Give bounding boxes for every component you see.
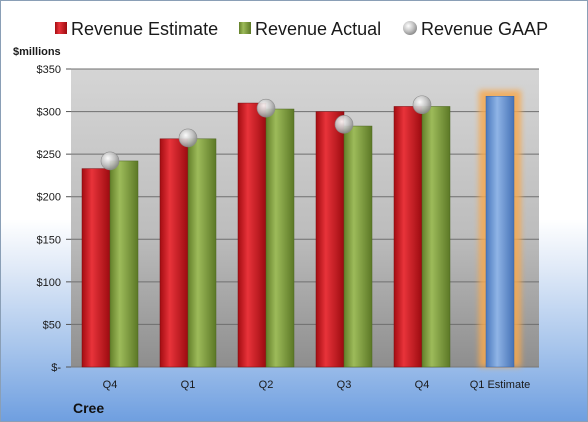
y-tick-label: $200	[37, 192, 61, 204]
marker-revenue-gaap	[100, 151, 120, 171]
legend: Revenue Estimate Revenue Actual Revenue …	[55, 19, 548, 39]
bar-revenue-estimate	[237, 102, 267, 368]
x-tick-label: Q4	[415, 379, 430, 391]
y-tick-label: $300	[37, 107, 61, 119]
marker-revenue-gaap	[412, 95, 432, 115]
y-unit-label: $millions	[13, 46, 61, 58]
gaap-markers	[100, 95, 432, 171]
marker-revenue-gaap	[334, 115, 354, 134]
y-tick-label: $250	[37, 149, 61, 161]
legend-swatch-gaap	[403, 21, 417, 35]
x-tick-label: Q3	[337, 379, 352, 391]
legend-swatch-estimate	[55, 22, 67, 34]
company-label: Cree	[73, 400, 104, 416]
legend-item-revenue-estimate: Revenue Estimate	[55, 19, 218, 39]
x-tick-label: Q2	[259, 379, 274, 391]
y-tick-label: $100	[37, 277, 61, 289]
x-tick-label: Q4	[103, 379, 118, 391]
bar-revenue-estimate	[393, 106, 423, 368]
bar-q1-estimate	[485, 95, 515, 368]
bar-revenue-estimate	[159, 138, 189, 368]
y-tick-label: $150	[37, 234, 61, 246]
legend-item-revenue-gaap: Revenue GAAP	[403, 19, 548, 39]
marker-revenue-gaap	[178, 128, 198, 148]
bar-revenue-actual	[265, 108, 295, 368]
bar-revenue-estimate	[315, 111, 345, 368]
bar-revenue-actual	[109, 160, 139, 368]
y-tick-label: $-	[51, 362, 61, 374]
marker-revenue-gaap	[256, 98, 276, 118]
legend-item-revenue-actual: Revenue Actual	[239, 19, 381, 39]
y-axis-ticks: $- $50 $100 $150 $200 $250 $300 $350	[37, 64, 62, 374]
x-axis-ticks: Q4 Q1 Q2 Q3 Q4 Q1 Estimate	[103, 379, 531, 391]
gridlines	[66, 68, 539, 368]
legend-label-gaap: Revenue GAAP	[421, 19, 548, 39]
bar-revenue-estimate	[81, 168, 111, 368]
legend-label-estimate: Revenue Estimate	[71, 19, 218, 39]
y-tick-label: $350	[37, 64, 61, 76]
legend-label-actual: Revenue Actual	[255, 19, 381, 39]
plot-area	[71, 69, 539, 367]
legend-swatch-actual	[239, 22, 251, 34]
x-tick-label: Q1 Estimate	[470, 379, 531, 391]
x-tick-label: Q1	[181, 379, 196, 391]
bar-revenue-actual	[421, 106, 451, 368]
bars	[81, 90, 521, 368]
bar-revenue-actual	[343, 125, 373, 368]
bar-revenue-actual	[187, 138, 217, 368]
y-tick-label: $50	[43, 319, 61, 331]
